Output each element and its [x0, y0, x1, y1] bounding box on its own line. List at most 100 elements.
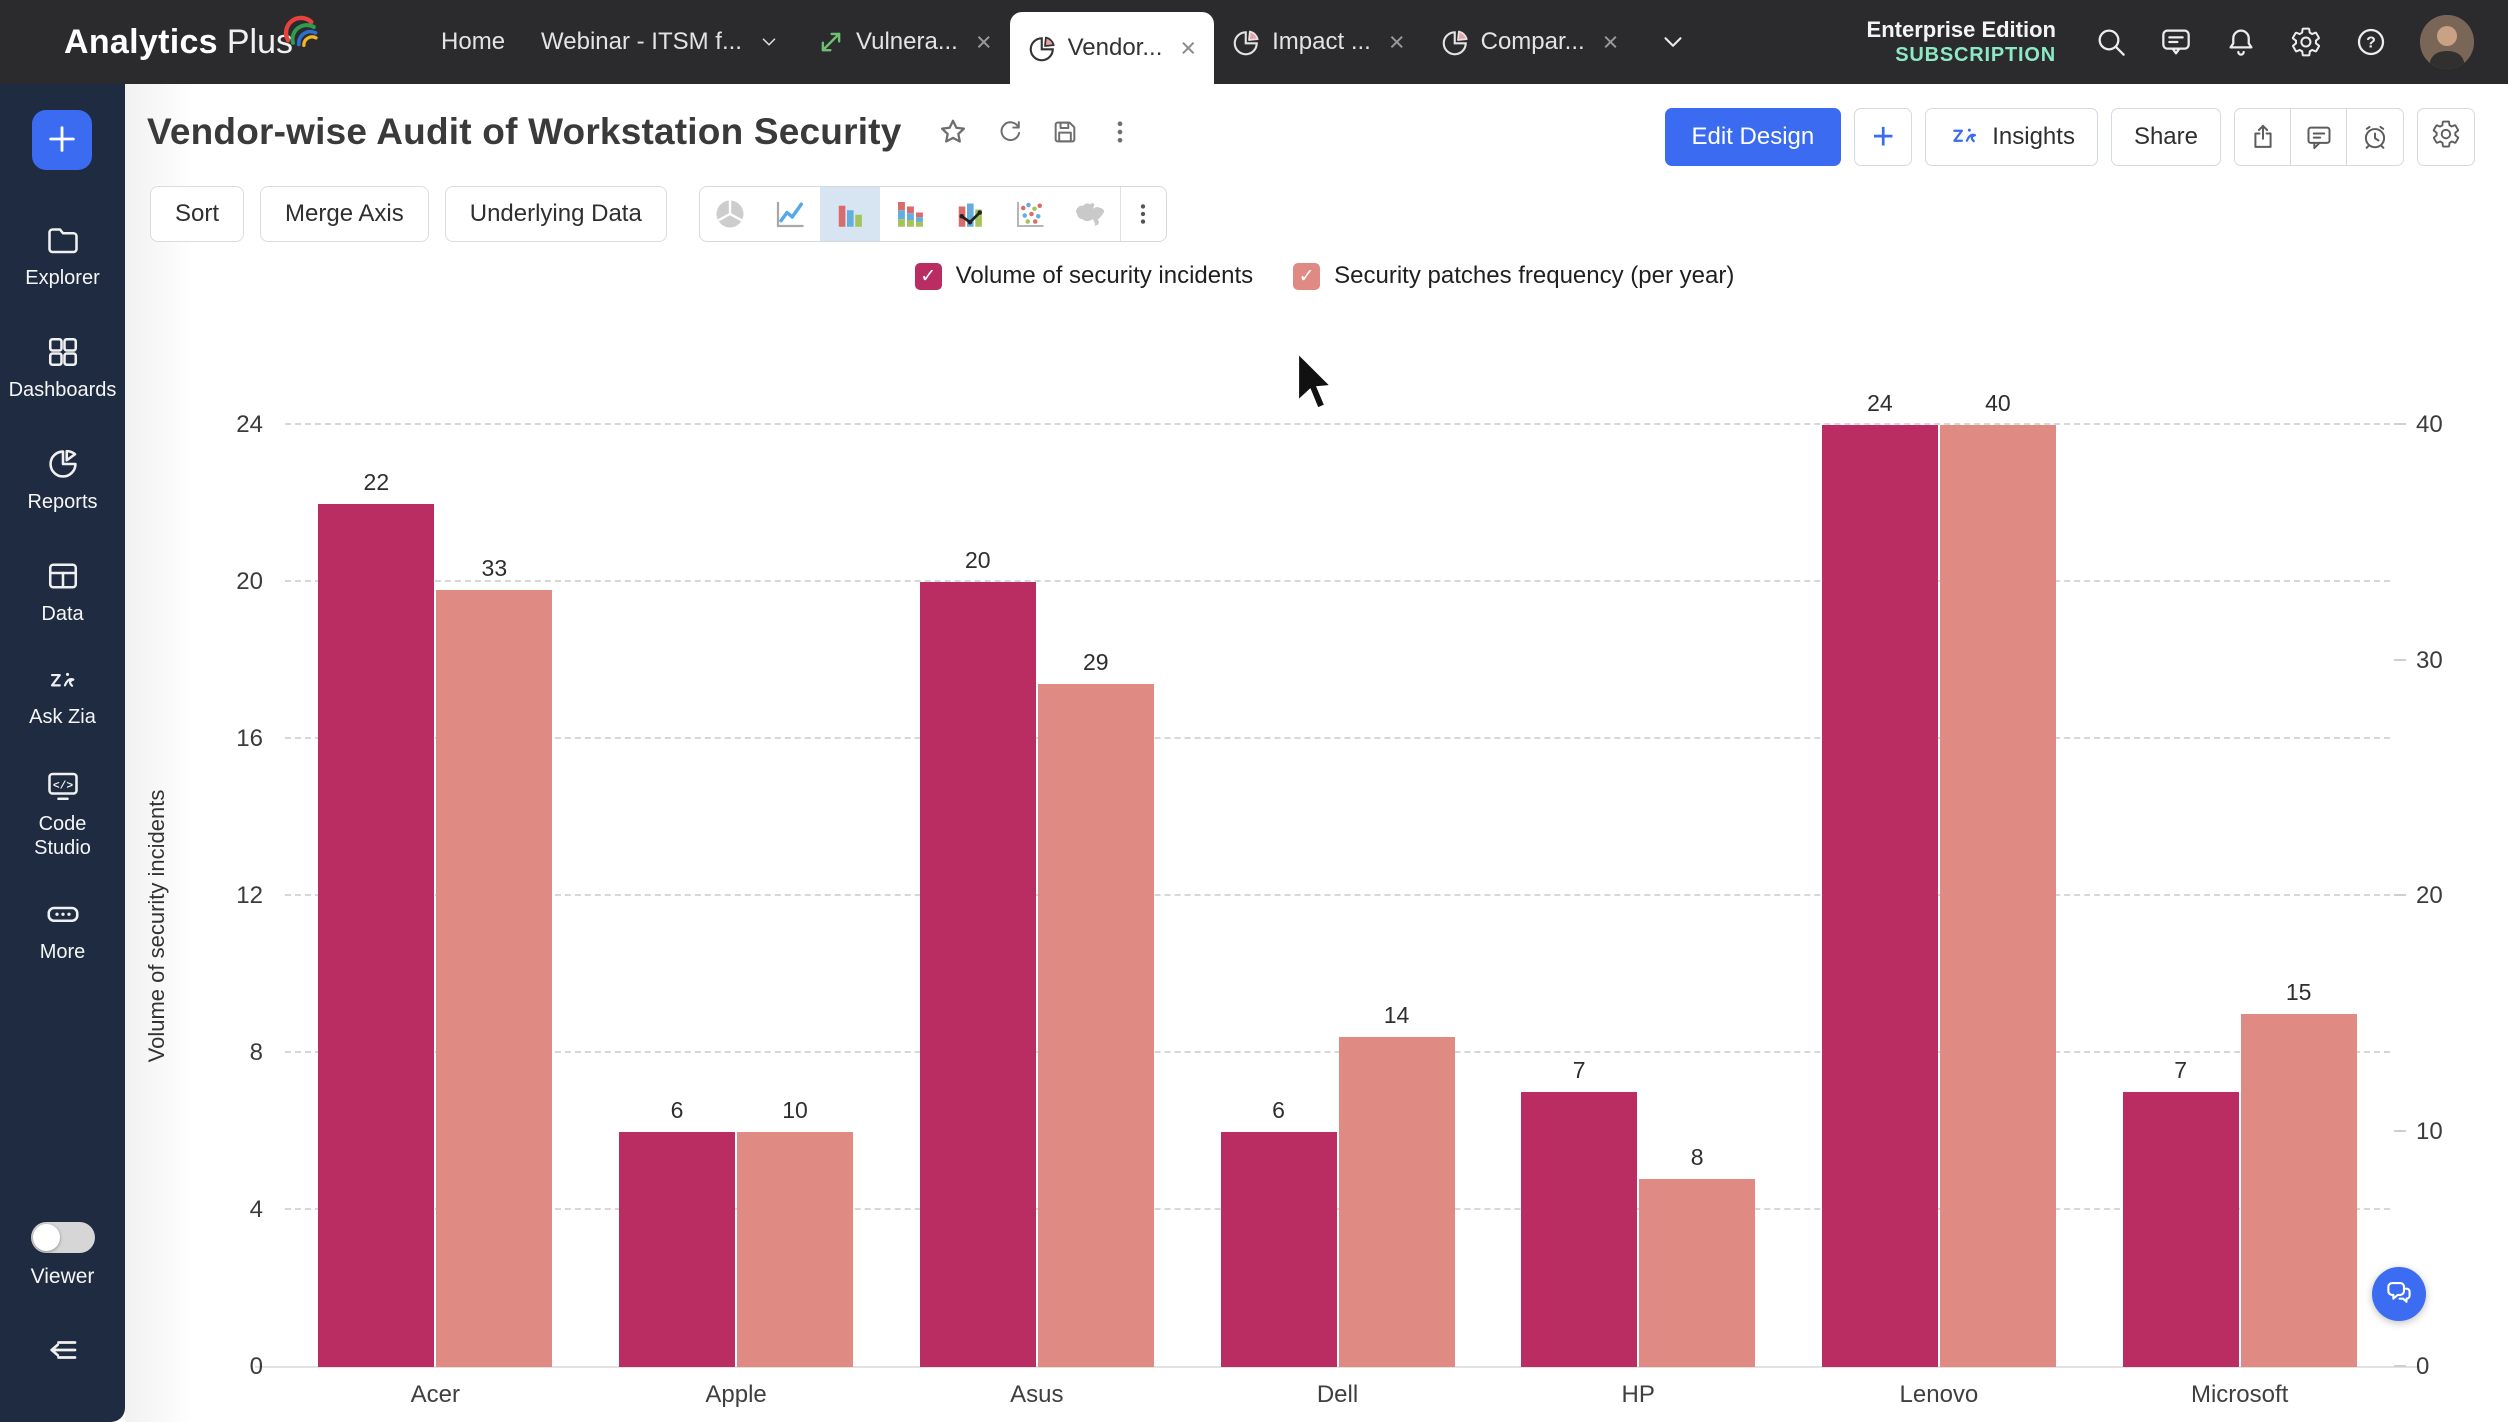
bar-dell-patches[interactable]: [1338, 1037, 1455, 1367]
right-axis-tick: 10: [2416, 1117, 2443, 1145]
gridline: [285, 1051, 2390, 1053]
bar-apple-incidents[interactable]: [619, 1131, 736, 1367]
bar-acer-patches[interactable]: [436, 589, 553, 1367]
more-tabs-button[interactable]: [1658, 27, 1688, 57]
comment-button[interactable]: [2291, 109, 2347, 165]
bar-apple-patches[interactable]: [737, 1131, 854, 1367]
notifications-button[interactable]: [2225, 26, 2257, 58]
tab-impact[interactable]: Impact ... ×: [1214, 0, 1422, 84]
create-new-button[interactable]: [32, 110, 92, 170]
app-logo[interactable]: Analytics Plus: [64, 15, 318, 62]
chart-legend: ✓ Volume of security incidents ✓ Security p…: [285, 262, 2390, 290]
code-icon: </>: [45, 768, 81, 804]
bar-lenovo-incidents[interactable]: [1821, 425, 1938, 1367]
save-button[interactable]: [1051, 118, 1079, 146]
collapse-sidebar-button[interactable]: [0, 1332, 125, 1373]
chart-combo-type-button[interactable]: [940, 187, 1000, 241]
bar-lenovo-patches[interactable]: [1939, 425, 2056, 1367]
insights-label: Insights: [1992, 123, 2075, 150]
chart-stacked-type-button[interactable]: [880, 187, 940, 241]
chart-bar-type-button[interactable]: [819, 187, 880, 241]
right-axis-tickmark: [2394, 1129, 2406, 1132]
left-axis-tick: 12: [236, 882, 263, 909]
bar-value-label: 29: [1082, 649, 1109, 676]
kebab-icon: [1106, 118, 1134, 146]
bar-asus-incidents[interactable]: [919, 582, 1036, 1367]
chat-icon: [2384, 1278, 2414, 1311]
navbar-right: Enterprise Edition SUBSCRIPTION ?: [1867, 15, 2474, 69]
sidebar-item-dashboards[interactable]: Dashboards: [0, 334, 125, 402]
sidebar-item-label: Dashboards: [8, 379, 117, 401]
chevron-down-icon[interactable]: [758, 31, 780, 53]
sidebar-item-explorer[interactable]: Explorer: [0, 222, 125, 290]
tab-webinar-itsm-f[interactable]: Webinar - ITSM f...: [523, 0, 798, 84]
settings-button[interactable]: [2417, 108, 2475, 166]
underlying-data-button[interactable]: Underlying Data: [444, 186, 667, 242]
legend-checkbox-security-patches-frequency-per-year[interactable]: ✓: [1293, 262, 1321, 290]
sidebar-item-code-studio[interactable]: </> Code Studio: [0, 768, 125, 860]
bar-acer-incidents[interactable]: [318, 503, 435, 1367]
sidebar-item-label: Ask Zia: [29, 706, 96, 728]
legend-checkbox-volume-of-security-incidents[interactable]: ✓: [914, 262, 942, 290]
x-axis-label-lenovo: Lenovo: [1899, 1381, 1979, 1408]
dashboard-grid-icon: [45, 334, 81, 370]
tab-compar[interactable]: Compar... ×: [1423, 0, 1637, 84]
sort-button[interactable]: Sort: [150, 186, 245, 242]
search-button[interactable]: [2095, 26, 2127, 58]
chat-fab-button[interactable]: [2372, 1267, 2426, 1321]
star-button[interactable]: [937, 116, 969, 148]
logo-swoosh-icon: [277, 7, 319, 52]
add-tab-button[interactable]: +: [1854, 108, 1913, 166]
sidebar-item-data[interactable]: Data: [0, 558, 125, 626]
right-axis-tick: 30: [2416, 646, 2443, 674]
gridline: [285, 1208, 2390, 1210]
bar-value-label: 8: [1690, 1143, 1704, 1170]
tab-home[interactable]: Home: [423, 0, 523, 84]
insights-button[interactable]: Insights: [1925, 108, 2098, 166]
chart-line-type-button[interactable]: [760, 187, 820, 241]
user-avatar[interactable]: [2420, 15, 2474, 69]
chart-toolbar: Sort Merge Axis Underlying Data: [150, 186, 1167, 242]
bar-microsoft-patches[interactable]: [2240, 1013, 2357, 1367]
chart-combo-icon: [952, 196, 988, 232]
alarm-icon: [2361, 123, 2389, 151]
chart-scatter-type-button[interactable]: [1000, 187, 1060, 241]
tab-close-icon[interactable]: ×: [1180, 32, 1197, 63]
tab-close-icon[interactable]: ×: [1388, 26, 1405, 57]
sidebar-item-reports[interactable]: Reports: [0, 446, 125, 514]
export-button[interactable]: [2235, 109, 2291, 165]
alarm-button[interactable]: [2347, 109, 2403, 165]
bar-value-label: 7: [1572, 1057, 1586, 1084]
report-title: Vendor-wise Audit of Workstation Securit…: [147, 111, 902, 152]
refresh-button[interactable]: [996, 118, 1024, 146]
svg-text:</>: </>: [52, 780, 73, 792]
viewer-toggle[interactable]: [30, 1222, 95, 1253]
chart-type-more-button[interactable]: [1119, 187, 1166, 241]
bar-microsoft-incidents[interactable]: [2122, 1092, 2239, 1367]
chart-map-type-button[interactable]: [1060, 187, 1120, 241]
feedback-button[interactable]: [2160, 26, 2192, 58]
chart-line-icon: [772, 196, 808, 232]
help-button[interactable]: ?: [2355, 26, 2387, 58]
bar-hp-incidents[interactable]: [1521, 1092, 1638, 1367]
tab-label: Home: [441, 28, 506, 55]
tab-vendor[interactable]: Vendor... ×: [1009, 12, 1215, 84]
sidebar-item-more[interactable]: More: [0, 896, 125, 964]
bar-asus-patches[interactable]: [1037, 684, 1154, 1367]
bar-dell-incidents[interactable]: [1220, 1131, 1337, 1367]
share-button[interactable]: Share: [2110, 108, 2221, 166]
chart-pie-type-button[interactable]: [700, 187, 760, 241]
edit-design-button[interactable]: Edit Design: [1664, 108, 1842, 166]
merge-axis-button[interactable]: Merge Axis: [260, 186, 429, 242]
settings-button[interactable]: [2290, 26, 2322, 58]
kebab-button[interactable]: [1106, 118, 1134, 146]
zia-icon: [1948, 122, 1982, 152]
subscription-badge: SUBSCRIPTION: [1895, 44, 2056, 67]
tab-vulnera[interactable]: Vulnera... ×: [798, 0, 1010, 84]
sidebar-item-ask-zia[interactable]: Ask Zia: [0, 666, 125, 729]
right-axis-tickmark: [2394, 894, 2406, 896]
tab-close-icon[interactable]: ×: [975, 26, 992, 57]
bar-hp-patches[interactable]: [1639, 1178, 1756, 1367]
tab-close-icon[interactable]: ×: [1602, 26, 1619, 57]
plus-icon: [45, 122, 79, 159]
